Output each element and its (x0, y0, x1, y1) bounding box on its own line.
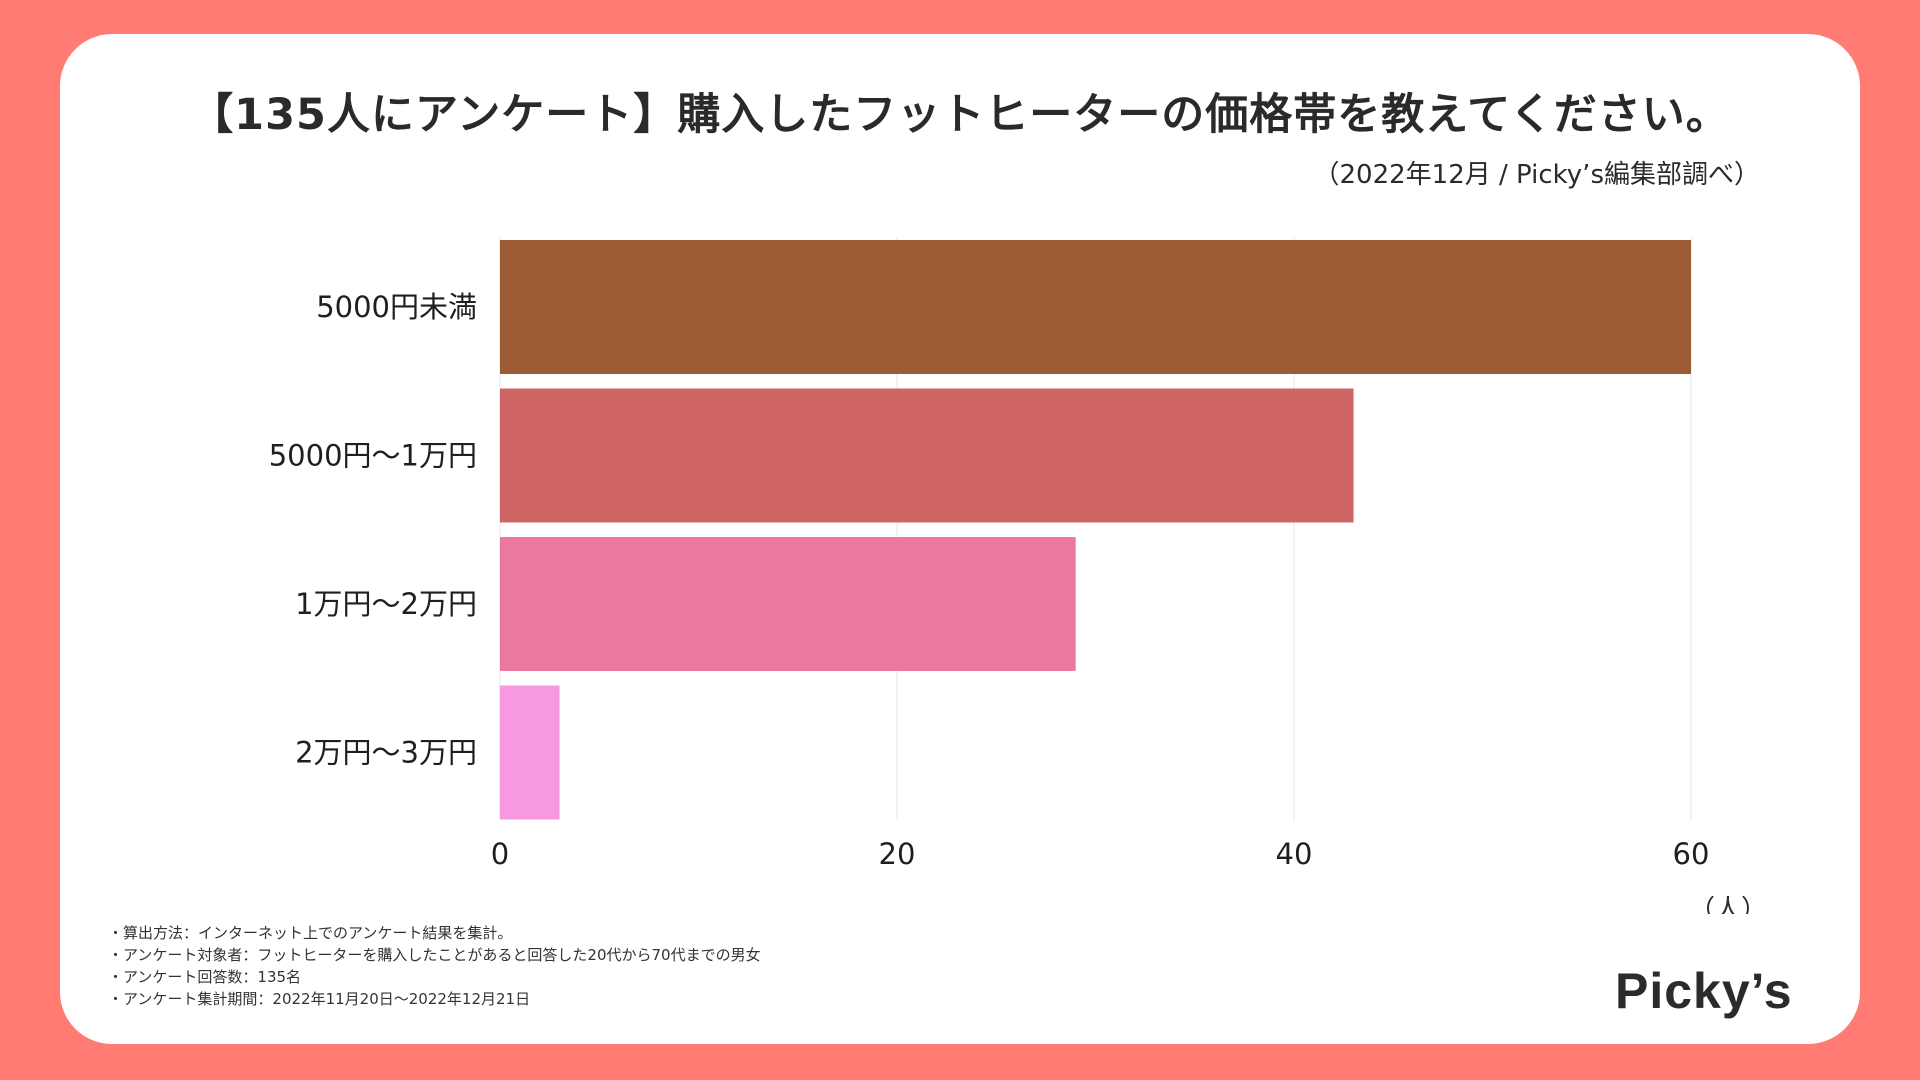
category-label: 2万円〜3万円 (295, 736, 477, 770)
survey-notes: ・算出方法：インターネット上でのアンケート結果を集計。 ・アンケート対象者：フッ… (108, 922, 761, 1010)
category-labels: 5000円未満 5000円〜1万円 1万円〜2万円 2万円〜3万円 (269, 290, 477, 770)
pickys-logo: Picky’s (1615, 963, 1793, 1019)
bar-2 (500, 388, 1354, 523)
chart-card: 【135人にアンケート】購入したフットヒーターの価格帯を教えてください。 （20… (60, 34, 1860, 1044)
bar-chart: 5000円未満 5000円〜1万円 1万円〜2万円 2万円〜3万円 0 20 40 60 （… (269, 238, 1767, 914)
note-count: ・アンケート回答数：135名 (108, 968, 302, 986)
category-label: 1万円〜2万円 (295, 587, 477, 621)
x-tick-label: 20 (879, 837, 916, 871)
note-method: ・算出方法：インターネット上でのアンケート結果を集計。 (108, 924, 513, 942)
x-tick-label: 40 (1276, 837, 1313, 871)
note-target: ・アンケート対象者：フットヒーターを購入したことがあると回答した20代から70代… (108, 946, 761, 964)
x-tick-label: 0 (491, 837, 509, 871)
bars (500, 240, 1691, 820)
bar-4 (500, 685, 560, 820)
x-tick-labels: 0 20 40 60 (491, 837, 1710, 871)
category-label: 5000円未満 (316, 290, 477, 324)
chart-subtitle: （2022年12月 / Picky’s編集部調べ） (1313, 160, 1761, 190)
x-unit-label: （人） (1689, 895, 1767, 914)
bar-3 (500, 537, 1076, 671)
bar-1 (500, 240, 1691, 374)
chart-title: 【135人にアンケート】購入したフットヒーターの価格帯を教えてください。 (190, 90, 1730, 140)
note-period: ・アンケート集計期間：2022年11月20日〜2022年12月21日 (108, 990, 531, 1008)
category-label: 5000円〜1万円 (269, 439, 477, 473)
x-tick-label: 60 (1673, 837, 1710, 871)
